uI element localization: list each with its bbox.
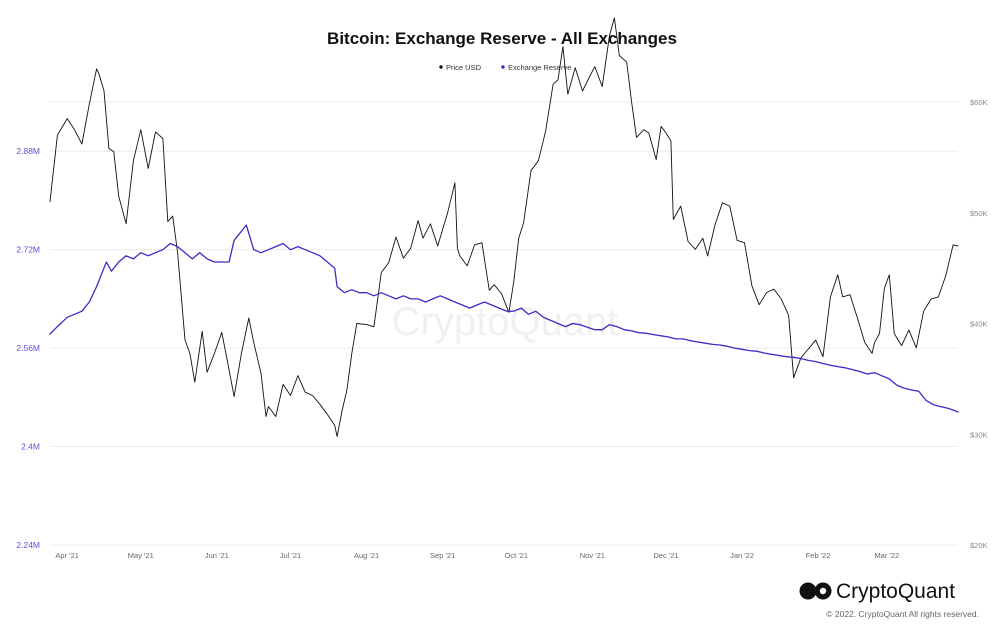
y-right-tick-label: $30K: [970, 430, 988, 439]
x-tick-label: May '21: [128, 551, 154, 560]
x-tick-label: Dec '21: [653, 551, 678, 560]
legend-marker-reserve: [501, 65, 505, 69]
y-right-tick-label: $50K: [970, 209, 988, 218]
y-left-tick-label: 2.88M: [16, 146, 40, 156]
right-axis: $20K $30K $40K $50K $60K: [970, 98, 988, 550]
legend-marker-price: [439, 65, 443, 69]
y-right-tick-label: $20K: [970, 541, 988, 550]
exchange-reserve-line: [49, 224, 959, 413]
legend[interactable]: Price USD Exchange Reserve: [439, 63, 571, 72]
y-left-tick-label: 2.56M: [16, 343, 40, 353]
x-axis: Apr '21 May '21 Jun '21 Jul '21 Aug '21 Sep '…: [55, 551, 899, 560]
plot-area: [49, 17, 959, 437]
x-tick-label: Aug '21: [354, 551, 379, 560]
x-tick-label: Oct '21: [505, 551, 529, 560]
price-line: [49, 17, 959, 437]
x-tick-label: Nov '21: [580, 551, 605, 560]
y-left-tick-label: 2.72M: [16, 245, 40, 255]
x-tick-label: Jan '22: [730, 551, 754, 560]
grid: [50, 101, 958, 546]
watermark: CryptoQuant: [392, 300, 619, 344]
x-tick-label: Sep '21: [430, 551, 455, 560]
x-tick-label: Feb '22: [806, 551, 831, 560]
left-axis: 2.24M 2.4M 2.56M 2.72M 2.88M: [16, 146, 40, 550]
x-tick-label: Jul '21: [280, 551, 301, 560]
brand-name: CryptoQuant: [836, 580, 955, 603]
y-left-tick-label: 2.4M: [21, 442, 40, 452]
brand-logo: CryptoQuant: [799, 580, 955, 603]
x-tick-label: Mar '22: [874, 551, 899, 560]
brand-mark-icon: [799, 582, 832, 600]
legend-item-price[interactable]: Price USD: [439, 63, 482, 72]
y-right-tick-label: $60K: [970, 98, 988, 107]
legend-label-reserve: Exchange Reserve: [508, 63, 571, 72]
legend-label-price: Price USD: [446, 63, 482, 72]
y-left-tick-label: 2.24M: [16, 540, 40, 550]
chart-title: Bitcoin: Exchange Reserve - All Exchange…: [327, 29, 677, 48]
legend-item-reserve[interactable]: Exchange Reserve: [501, 63, 571, 72]
x-tick-label: Jun '21: [205, 551, 229, 560]
copyright-text: © 2022. CryptoQuant All rights reserved.: [826, 609, 979, 619]
x-tick-label: Apr '21: [55, 551, 79, 560]
y-right-tick-label: $40K: [970, 320, 988, 329]
